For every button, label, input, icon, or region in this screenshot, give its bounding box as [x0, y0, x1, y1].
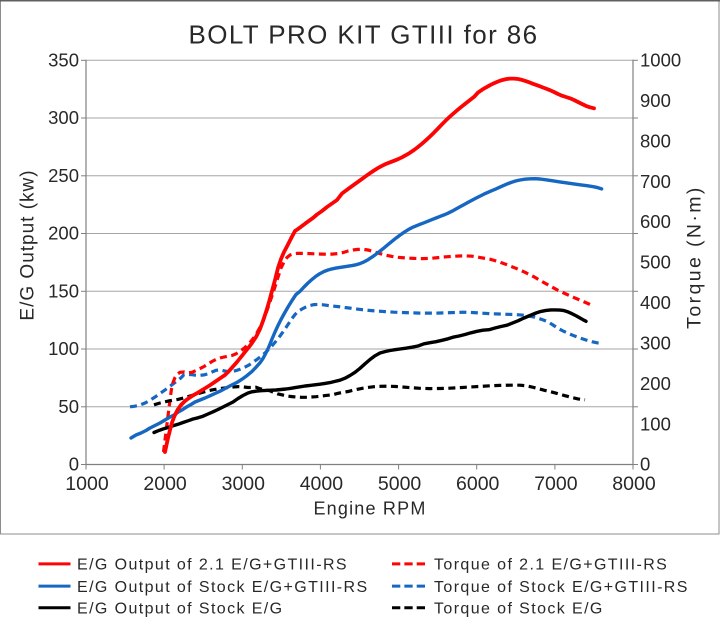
svg-text:3000: 3000 — [222, 473, 266, 495]
svg-text:5000: 5000 — [378, 473, 422, 495]
svg-text:8000: 8000 — [612, 473, 656, 495]
svg-text:100: 100 — [48, 338, 79, 359]
svg-text:500: 500 — [640, 252, 671, 273]
svg-text:900: 900 — [640, 90, 671, 111]
svg-text:150: 150 — [48, 281, 79, 302]
svg-text:BOLT PRO KIT GTIII for 86: BOLT PRO KIT GTIII for 86 — [189, 20, 539, 50]
svg-text:Torque (N·m): Torque (N·m) — [684, 185, 706, 329]
svg-text:800: 800 — [640, 130, 671, 151]
svg-text:250: 250 — [48, 165, 79, 186]
svg-text:350: 350 — [48, 50, 79, 71]
svg-text:400: 400 — [640, 292, 671, 313]
svg-text:0: 0 — [640, 454, 650, 475]
svg-text:600: 600 — [640, 211, 671, 232]
svg-text:200: 200 — [48, 223, 79, 244]
svg-text:E/G Output of Stock E/G+GTIII-: E/G Output of Stock E/G+GTIII-RS — [77, 579, 369, 596]
svg-text:E/G Output of 2.1 E/G+GTIII-RS: E/G Output of 2.1 E/G+GTIII-RS — [77, 557, 348, 574]
svg-text:50: 50 — [58, 396, 79, 417]
svg-text:Engine RPM: Engine RPM — [313, 499, 426, 519]
svg-text:7000: 7000 — [534, 473, 578, 495]
svg-text:Torque of Stock E/G: Torque of Stock E/G — [434, 601, 604, 618]
svg-text:700: 700 — [640, 171, 671, 192]
svg-text:E/G Output (kw): E/G Output (kw) — [18, 169, 39, 320]
svg-text:300: 300 — [640, 332, 671, 353]
svg-text:Torque of Stock E/G+GTIII-RS: Torque of Stock E/G+GTIII-RS — [434, 579, 689, 596]
svg-text:2000: 2000 — [143, 473, 187, 495]
svg-text:E/G Output of Stock E/G: E/G Output of Stock E/G — [77, 601, 284, 618]
svg-text:4000: 4000 — [300, 473, 344, 495]
svg-text:300: 300 — [48, 107, 79, 128]
svg-text:200: 200 — [640, 373, 671, 394]
svg-text:6000: 6000 — [456, 473, 500, 495]
svg-text:0: 0 — [69, 454, 79, 475]
svg-text:100: 100 — [640, 413, 671, 434]
svg-text:1000: 1000 — [65, 473, 109, 495]
svg-text:Torque of 2.1 E/G+GTIII-RS: Torque of 2.1 E/G+GTIII-RS — [434, 557, 668, 574]
svg-text:1000: 1000 — [640, 50, 681, 71]
